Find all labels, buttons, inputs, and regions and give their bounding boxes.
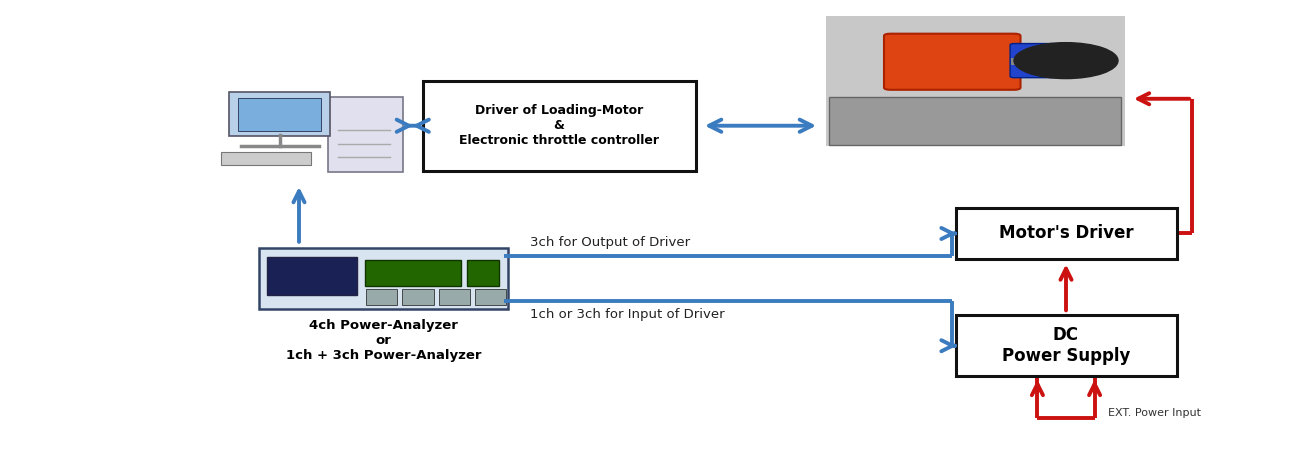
FancyBboxPatch shape [956, 207, 1176, 260]
Circle shape [1014, 43, 1118, 79]
FancyBboxPatch shape [328, 97, 403, 172]
FancyBboxPatch shape [422, 81, 696, 171]
FancyBboxPatch shape [476, 289, 507, 305]
FancyBboxPatch shape [268, 257, 356, 295]
FancyBboxPatch shape [468, 260, 499, 286]
FancyBboxPatch shape [221, 152, 311, 165]
FancyBboxPatch shape [438, 289, 471, 305]
FancyBboxPatch shape [367, 289, 398, 305]
FancyBboxPatch shape [884, 34, 1021, 90]
Text: Motor's Driver: Motor's Driver [998, 224, 1134, 242]
FancyBboxPatch shape [403, 289, 434, 305]
Text: EXT. Power Input: EXT. Power Input [1108, 408, 1201, 418]
FancyBboxPatch shape [259, 248, 507, 309]
Text: Driver of Loading-Motor
&
Electronic throttle controller: Driver of Loading-Motor & Electronic thr… [459, 104, 659, 147]
FancyBboxPatch shape [829, 97, 1121, 145]
Text: DC
Power Supply: DC Power Supply [1002, 326, 1130, 365]
FancyBboxPatch shape [238, 98, 321, 131]
Text: 3ch for Output of Driver: 3ch for Output of Driver [530, 236, 690, 249]
FancyBboxPatch shape [364, 260, 460, 286]
FancyBboxPatch shape [826, 16, 1124, 146]
Text: 4ch Power-Analyzer
or
1ch + 3ch Power-Analyzer: 4ch Power-Analyzer or 1ch + 3ch Power-An… [286, 319, 481, 362]
FancyBboxPatch shape [1010, 44, 1070, 78]
FancyBboxPatch shape [956, 316, 1176, 376]
FancyBboxPatch shape [229, 92, 330, 136]
Text: 1ch or 3ch for Input of Driver: 1ch or 3ch for Input of Driver [530, 308, 724, 321]
